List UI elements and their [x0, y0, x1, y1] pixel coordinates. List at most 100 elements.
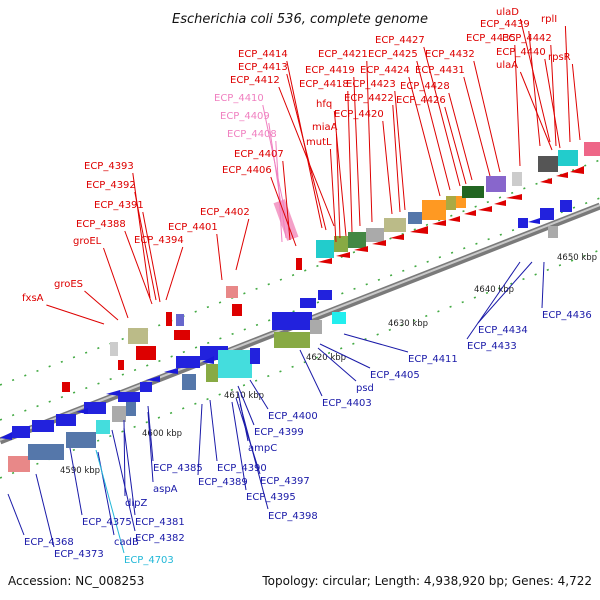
gene-label[interactable]: ECP_4426 [396, 95, 446, 106]
gene-block [348, 232, 366, 248]
leader-line [408, 76, 441, 197]
gene-label[interactable]: ECP_4703 [124, 555, 174, 566]
gene-label[interactable]: ECP_4408 [227, 129, 277, 140]
leader-line [69, 447, 83, 516]
kbp-label: 4610 kbp [224, 391, 264, 401]
gene-label[interactable]: rplI [541, 14, 557, 25]
gene-label[interactable]: ECP_4412 [230, 75, 280, 86]
gene-label[interactable]: ECP_4382 [135, 533, 185, 544]
gene-label[interactable]: ECP_4436 [542, 310, 592, 321]
gene-label[interactable]: ECP_4413 [238, 62, 288, 73]
leader-line [95, 449, 125, 554]
gene-label[interactable]: ECP_4403 [322, 398, 372, 409]
gene-label[interactable]: dipZ [125, 498, 147, 509]
gene-label[interactable]: ECP_4409 [220, 111, 270, 122]
gene-label[interactable]: ECP_4421 [318, 49, 368, 60]
gene-label[interactable]: ECP_4400 [268, 411, 318, 422]
gene-label[interactable]: ECP_4373 [54, 549, 104, 560]
gene-label[interactable]: ECP_4388 [76, 219, 126, 230]
gene-label[interactable]: hfq [316, 99, 332, 110]
gene-label[interactable]: ECP_4427 [375, 35, 425, 46]
gene-label[interactable]: ampC [248, 443, 277, 454]
gene-block [538, 156, 558, 172]
leader-line [416, 60, 451, 191]
leader-line [514, 44, 521, 167]
leader-line [103, 247, 129, 319]
gene-label[interactable]: ECP_4395 [246, 492, 296, 503]
gene-label[interactable]: groEL [73, 236, 102, 247]
gene-label[interactable]: ECP_4431 [415, 65, 465, 76]
gene-label[interactable]: aspA [153, 484, 178, 495]
genome-title: Escherichia coli 536, complete genome [172, 12, 428, 27]
gene-label[interactable]: ECP_4375 [82, 517, 132, 528]
gene-block [518, 218, 528, 228]
gene-label[interactable]: ECP_4402 [200, 207, 250, 218]
gene-label[interactable]: ECP_4410 [214, 93, 264, 104]
gene-label[interactable]: ECP_4440 [496, 47, 546, 58]
gene-label[interactable]: ECP_4433 [467, 341, 517, 352]
gene-label[interactable]: ECP_4423 [346, 79, 396, 90]
gene-label[interactable]: psd [356, 383, 374, 394]
gene-label[interactable]: ECP_4381 [135, 517, 185, 528]
gene-block [62, 382, 70, 392]
gene-label[interactable]: ECP_4385 [153, 463, 203, 474]
gene-block [446, 196, 456, 210]
gene-label[interactable]: ECP_4401 [168, 222, 218, 233]
leader-line [392, 104, 401, 213]
gene-label[interactable]: mutL [306, 137, 332, 148]
leader-line [519, 71, 553, 151]
gene-label[interactable]: ECP_4397 [260, 476, 310, 487]
gene-label[interactable]: ECP_4407 [234, 149, 284, 160]
leader-line [286, 73, 327, 231]
gene-label[interactable]: ECP_4393 [84, 161, 134, 172]
kbp-label: 4640 kbp [474, 285, 514, 295]
gene-label[interactable]: ECP_4368 [24, 537, 74, 548]
gene-label[interactable]: ECP_4420 [334, 109, 384, 120]
gene-label[interactable]: ECP_4419 [305, 65, 355, 76]
gene-label[interactable]: rpsR [548, 52, 571, 63]
gene-label[interactable]: ECP_4424 [360, 65, 410, 76]
gene-block [66, 432, 96, 448]
gene-label[interactable]: ECP_4425 [368, 49, 418, 60]
leader-line [329, 148, 337, 243]
gene-block [176, 356, 200, 368]
leader-line [550, 44, 557, 147]
gene-label[interactable]: ECP_4399 [254, 427, 304, 438]
gene-label[interactable]: ulaA [496, 60, 518, 71]
gene-label[interactable]: miaA [312, 122, 338, 133]
gene-label[interactable]: ECP_4411 [408, 354, 458, 365]
leader-line [237, 385, 255, 426]
leader-line [317, 347, 357, 382]
gene-label[interactable]: ECP_4442 [502, 33, 552, 44]
gene-block [56, 414, 76, 426]
gene-label[interactable]: groES [54, 279, 83, 290]
gene-label[interactable]: ECP_4394 [134, 235, 184, 246]
gene-label[interactable]: ECP_4390 [217, 463, 267, 474]
gene-label[interactable]: ECP_4392 [86, 180, 136, 191]
gene-block [300, 298, 316, 308]
gene-label[interactable]: ECP_4418 [299, 79, 349, 90]
gene-label[interactable]: ECP_4435 [466, 33, 516, 44]
gene-label[interactable]: fxsA [22, 293, 44, 304]
gene-label[interactable]: ECP_4422 [344, 93, 394, 104]
leader-line [423, 46, 461, 187]
gene-label[interactable]: ECP_4406 [222, 165, 272, 176]
gene-label[interactable]: ulaD [496, 7, 519, 18]
gene-label[interactable]: ECP_4405 [370, 370, 420, 381]
gene-label[interactable]: ECP_4391 [94, 200, 144, 211]
gene-label[interactable]: ECP_4432 [425, 49, 475, 60]
leader-line [275, 140, 283, 243]
leader-line [448, 92, 473, 181]
reverse-arrows [0, 218, 540, 440]
leader-line [353, 76, 361, 227]
gene-label[interactable]: ECP_4398 [268, 511, 318, 522]
gene-label[interactable]: ECP_4434 [478, 325, 528, 336]
gene-label[interactable]: cadB [114, 537, 139, 548]
gene-label[interactable]: ECP_4414 [238, 49, 288, 60]
gene-label[interactable]: ECP_4439 [480, 19, 530, 30]
leader-line [235, 218, 250, 271]
gene-label[interactable]: ECP_4389 [198, 477, 248, 488]
leader-line [35, 473, 55, 548]
gene-block [176, 314, 184, 326]
gene-label[interactable]: ECP_4428 [400, 81, 450, 92]
